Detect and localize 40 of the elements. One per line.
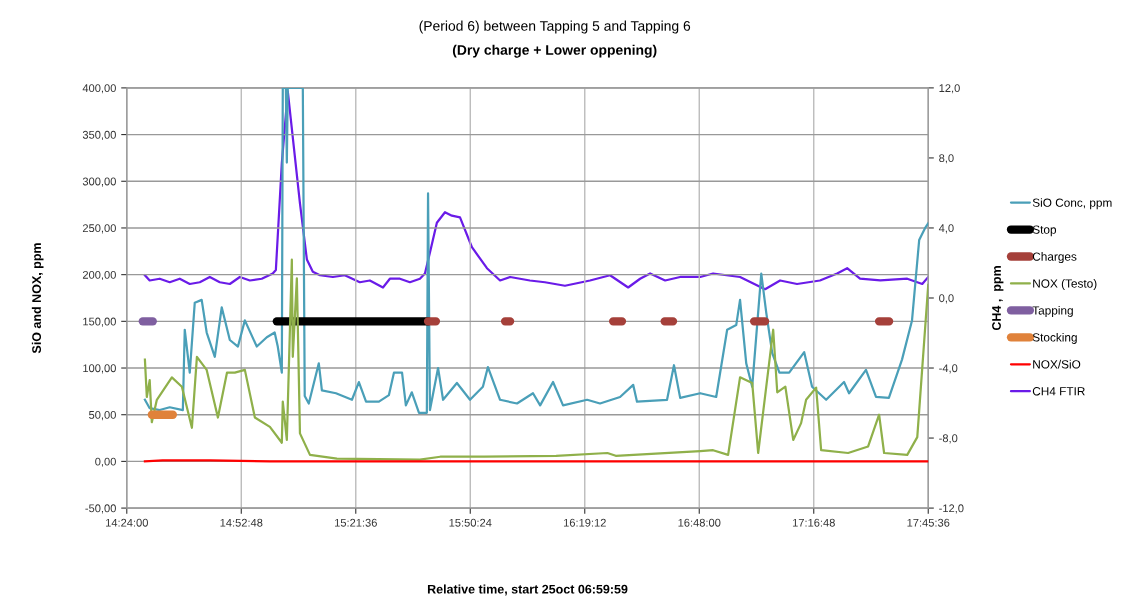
x-axis-title: Relative time, start 25oct 06:59:59: [427, 584, 628, 596]
y-tick-label: 150,00: [83, 317, 116, 327]
y2-tick-label: 4,0: [938, 224, 954, 234]
y2-tick-label: 0,0: [939, 294, 954, 304]
x-tick-label: 15:21:36: [335, 518, 377, 527]
y2-tick-label: 8,0: [939, 154, 954, 164]
x-tick-label: 16:48:00: [678, 518, 721, 527]
legend-label: SiO Conc, ppm: [1032, 198, 1112, 210]
y-tick-label: 0,00: [95, 457, 116, 467]
legend-label: Stop: [1032, 225, 1057, 237]
y-tick-label: 300,00: [82, 177, 116, 187]
y2-tick-label: -4,0: [939, 364, 958, 374]
y2-tick-label: 12,0: [939, 84, 960, 94]
y-tick-label: 400,00: [82, 84, 116, 94]
x-tick-label: 14:52:48: [220, 518, 263, 527]
y-tick-label: -50,00: [85, 504, 116, 514]
y-tick-label: 50,00: [89, 410, 116, 421]
y-axis-title: SiO and NOX, ppm: [31, 243, 44, 354]
legend-label: Stocking: [1032, 332, 1077, 344]
line-series: [143, 258, 929, 461]
x-tick-label: 17:45:36: [907, 518, 950, 527]
y-tick-label: 200,00: [82, 270, 116, 281]
legend-label: Tapping: [1032, 305, 1073, 317]
legend-label: CH4 FTIR: [1032, 387, 1085, 396]
y-tick-label: 350,00: [82, 130, 116, 141]
y-tick-label: 100,00: [83, 364, 116, 374]
x-tick-label: 17:16:48: [792, 518, 835, 527]
y2-axis-title: CH4 , ppm: [992, 266, 1004, 331]
legend-label: Charges: [1032, 252, 1077, 264]
chart-subtitle: (Dry charge + Lower oppening): [452, 44, 657, 58]
legend-label: NOX (Testo): [1033, 279, 1097, 291]
y-tick-label: 250,00: [82, 224, 116, 234]
y2-tick-label: -8,0: [939, 434, 958, 444]
legend-label: NOX/SiO: [1033, 359, 1081, 369]
x-tick-label: 16:19:12: [563, 518, 606, 527]
x-tick-label: 15:50:24: [449, 518, 492, 527]
line-series: [143, 87, 929, 414]
chart-title: (Period 6) between Tapping 5 and Tapping 6: [419, 20, 691, 34]
y2-tick-label: -12,0: [939, 504, 964, 514]
x-tick-label: 14:24:00: [106, 518, 148, 527]
